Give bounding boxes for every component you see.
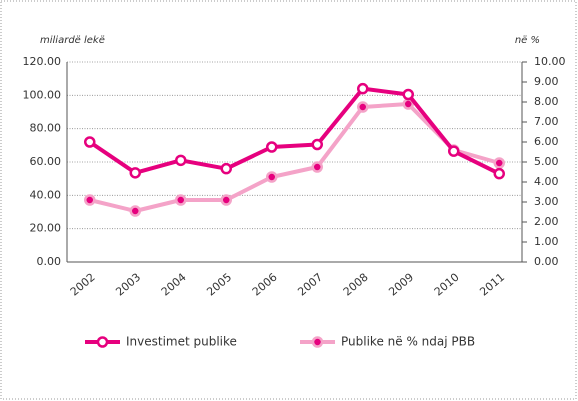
marker (311, 161, 323, 173)
y-tick-label: 80.00 (30, 122, 62, 135)
legend-label: Publike në % ndaj PBB (341, 335, 475, 349)
series-line (89, 102, 500, 213)
y2-tick-label: 0.00 (534, 255, 559, 268)
marker (493, 167, 505, 180)
series-line (88, 86, 501, 176)
marker (84, 194, 96, 206)
y2-tick-label: 6.00 (534, 135, 559, 148)
y2-tick-label: 9.00 (534, 75, 559, 88)
y2-tick-label: 2.00 (534, 215, 559, 228)
marker (220, 162, 232, 175)
marker (266, 141, 278, 153)
legend-marker (311, 336, 324, 348)
y2-tick-label: 4.00 (534, 175, 559, 188)
marker (448, 145, 460, 157)
marker (311, 138, 323, 151)
y2-tick-label: 8.00 (534, 95, 559, 108)
marker (220, 194, 232, 206)
marker (129, 205, 141, 217)
y-axis-label: miliardë lekë (40, 35, 105, 46)
marker (266, 171, 278, 183)
y-tick-label: 0.00 (37, 255, 62, 268)
marker (357, 82, 369, 95)
y2-axis-label: në % (515, 35, 540, 46)
marker (175, 154, 187, 167)
y2-tick-label: 3.00 (534, 195, 559, 208)
y-tick-label: 60.00 (30, 155, 62, 168)
y-tick-label: 120.00 (23, 55, 62, 68)
y2-tick-label: 1.00 (534, 235, 559, 248)
y-tick-label: 100.00 (23, 88, 62, 101)
y-tick-label: 40.00 (30, 188, 62, 201)
y2-tick-label: 10.00 (534, 55, 566, 68)
marker (129, 167, 141, 179)
marker (175, 194, 187, 206)
marker (357, 101, 369, 113)
legend-label: Investimet publike (126, 335, 237, 349)
marker (493, 157, 505, 169)
legend-marker (96, 336, 109, 348)
y2-tick-label: 5.00 (534, 155, 559, 168)
y-tick-label: 20.00 (30, 222, 62, 235)
marker (402, 88, 414, 101)
marker (84, 136, 96, 148)
y2-tick-label: 7.00 (534, 115, 559, 128)
